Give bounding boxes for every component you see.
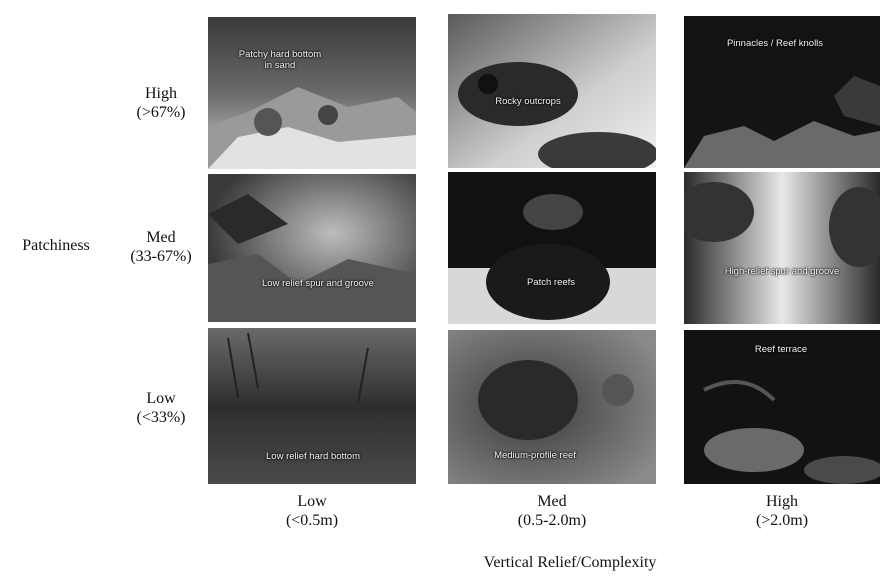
row-range: (>67%) bbox=[136, 104, 186, 121]
row-level: Low bbox=[146, 390, 176, 407]
seafloor-photo bbox=[208, 17, 416, 169]
col-range: (0.5-2.0m) bbox=[517, 512, 587, 529]
panel-med-patch-med-relief: Patch reefs bbox=[448, 172, 656, 324]
row-level: High bbox=[145, 85, 177, 102]
col-range: (<0.5m) bbox=[285, 512, 339, 529]
seafloor-photo bbox=[448, 330, 656, 484]
row-range: (<33%) bbox=[136, 409, 186, 426]
col-label-high: High (>2.0m) bbox=[702, 492, 862, 530]
panel-caption: Pinnacles / Reef knolls bbox=[726, 38, 824, 49]
panel-high-patch-low-relief: Patchy hard bottom in sand bbox=[208, 17, 416, 169]
panel-caption: Medium-profile reef bbox=[494, 450, 576, 461]
row-label-med: Med (33-67%) bbox=[126, 228, 196, 266]
panel-caption: Patchy hard bottom in sand bbox=[238, 49, 322, 71]
seafloor-photo bbox=[684, 16, 880, 168]
col-label-low: Low (<0.5m) bbox=[232, 492, 392, 530]
panel-med-patch-low-relief: Low relief spur and groove bbox=[208, 174, 416, 322]
seafloor-photo bbox=[684, 330, 880, 484]
col-label-med: Med (0.5-2.0m) bbox=[472, 492, 632, 530]
panel-caption: Low relief hard bottom bbox=[266, 451, 360, 462]
panel-high-patch-high-relief: Pinnacles / Reef knolls bbox=[684, 16, 880, 168]
panel-low-patch-low-relief: Low relief hard bottom bbox=[208, 328, 416, 484]
panel-low-patch-med-relief: Medium-profile reef bbox=[448, 330, 656, 484]
col-level: High bbox=[766, 493, 798, 510]
col-range: (>2.0m) bbox=[755, 512, 809, 529]
panel-caption: Patch reefs bbox=[526, 277, 576, 288]
panel-med-patch-high-relief: High-relief spur and groove bbox=[684, 172, 880, 324]
row-label-low: Low (<33%) bbox=[126, 389, 196, 427]
seafloor-photo bbox=[448, 14, 656, 168]
panel-caption: Reef terrace bbox=[754, 344, 808, 355]
panel-caption: Low relief spur and groove bbox=[262, 278, 374, 289]
row-level: Med bbox=[146, 229, 176, 246]
row-label-high: High (>67%) bbox=[126, 84, 196, 122]
col-level: Low bbox=[297, 493, 327, 510]
row-range: (33-67%) bbox=[130, 248, 192, 265]
panel-caption: Rocky outcrops bbox=[495, 96, 561, 107]
seafloor-photo bbox=[208, 328, 416, 484]
panel-caption: High-relief spur and groove bbox=[724, 266, 840, 277]
seafloor-photo bbox=[448, 172, 656, 324]
patchiness-axis-title: Patchiness bbox=[22, 237, 90, 254]
panel-high-patch-med-relief: Rocky outcrops bbox=[448, 14, 656, 168]
col-level: Med bbox=[537, 493, 567, 510]
seafloor-photo bbox=[684, 172, 880, 324]
seafloor-photo bbox=[208, 174, 416, 322]
vertical-relief-axis-title: Vertical Relief/Complexity bbox=[483, 554, 657, 571]
panel-low-patch-high-relief: Reef terrace bbox=[684, 330, 880, 484]
